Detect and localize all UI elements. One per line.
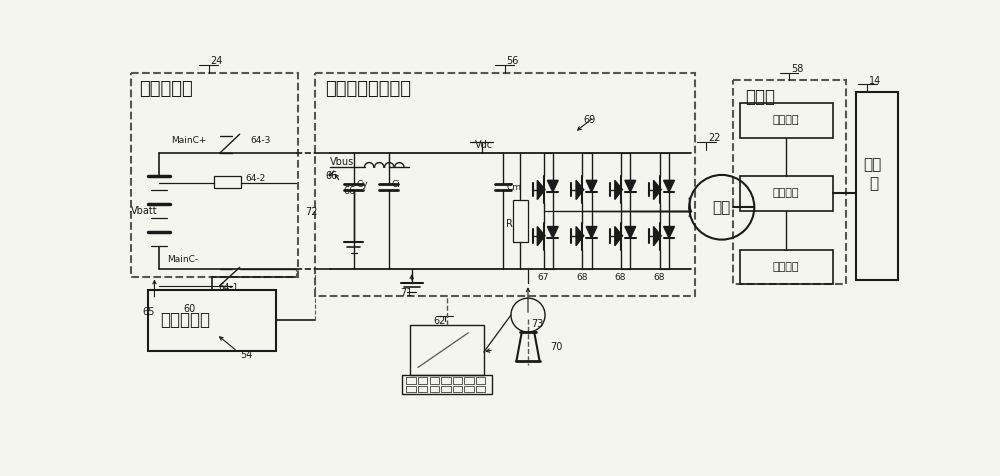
Text: 64-2: 64-2	[245, 174, 265, 183]
Text: Vdc: Vdc	[475, 139, 493, 149]
Text: Cy: Cy	[357, 180, 368, 189]
Bar	[441, 377, 450, 384]
Text: Vbatt: Vbatt	[131, 206, 158, 216]
Bar	[453, 386, 462, 392]
Polygon shape	[625, 227, 636, 238]
Polygon shape	[537, 227, 545, 246]
Text: 56: 56	[506, 56, 519, 66]
Bar	[131, 72, 298, 277]
Text: 环形齿轮: 环形齿轮	[773, 261, 799, 272]
Polygon shape	[547, 227, 558, 238]
Text: 65: 65	[142, 307, 154, 317]
Bar	[430, 386, 439, 392]
Text: 变速器: 变速器	[745, 88, 775, 106]
Text: Cm: Cm	[506, 183, 521, 192]
Text: 22: 22	[708, 133, 720, 143]
Text: 68: 68	[654, 273, 665, 282]
Bar	[441, 386, 450, 392]
Text: 71: 71	[400, 288, 413, 298]
Text: 外部能量源: 外部能量源	[160, 311, 210, 329]
Text: 24: 24	[210, 56, 223, 66]
Polygon shape	[537, 180, 545, 199]
Bar	[406, 386, 416, 392]
Bar	[464, 377, 474, 384]
Polygon shape	[615, 180, 623, 199]
Bar	[315, 72, 695, 296]
Text: 66: 66	[325, 171, 337, 181]
Text: 68: 68	[576, 273, 588, 282]
Text: 高压电池组: 高压电池组	[139, 80, 193, 98]
Text: 环形齿轮: 环形齿轮	[773, 115, 799, 125]
Bar	[740, 177, 833, 211]
Bar	[740, 103, 833, 138]
Text: 67: 67	[537, 273, 549, 282]
Polygon shape	[615, 227, 623, 246]
Bar	[733, 80, 846, 284]
Bar	[418, 386, 427, 392]
Polygon shape	[625, 180, 636, 192]
Text: 72: 72	[306, 207, 318, 217]
Text: Ci: Ci	[392, 180, 400, 189]
Text: MainC-: MainC-	[168, 255, 199, 264]
Text: 64-3: 64-3	[251, 137, 271, 146]
Bar	[476, 377, 485, 384]
Text: R: R	[506, 219, 513, 229]
Bar	[453, 377, 462, 384]
Text: 62: 62	[433, 316, 446, 326]
Bar	[464, 386, 474, 392]
Text: Vbus: Vbus	[330, 157, 355, 167]
Text: 60: 60	[183, 304, 195, 314]
Bar	[402, 375, 492, 395]
Polygon shape	[547, 180, 558, 192]
Text: 66: 66	[344, 187, 356, 197]
Bar	[148, 290, 276, 351]
Text: 73: 73	[531, 319, 543, 329]
Polygon shape	[586, 180, 597, 192]
Text: 发动: 发动	[863, 157, 881, 172]
Polygon shape	[654, 227, 661, 246]
Text: 机: 机	[869, 177, 878, 191]
Polygon shape	[576, 227, 584, 246]
Bar	[410, 325, 484, 375]
Text: 马达: 马达	[713, 200, 731, 215]
Text: 70: 70	[550, 342, 562, 352]
Text: 64-1: 64-1	[218, 283, 238, 292]
Bar	[476, 386, 485, 392]
Bar	[214, 177, 241, 188]
Polygon shape	[654, 180, 661, 199]
Bar	[418, 377, 427, 384]
Bar	[512, 199, 528, 242]
Bar	[430, 377, 439, 384]
Bar	[856, 92, 898, 280]
Text: MainC+: MainC+	[172, 137, 207, 146]
Bar	[740, 249, 833, 284]
Polygon shape	[664, 180, 674, 192]
Polygon shape	[586, 227, 597, 238]
Text: 68: 68	[615, 273, 626, 282]
Text: 14: 14	[869, 76, 881, 86]
Text: 逆变器系统控制器: 逆变器系统控制器	[325, 80, 411, 98]
Text: 54: 54	[240, 350, 252, 360]
Text: 69: 69	[584, 115, 596, 125]
Polygon shape	[576, 180, 584, 199]
Text: 58: 58	[791, 64, 803, 74]
Bar	[406, 377, 416, 384]
Polygon shape	[664, 227, 674, 238]
Text: 中心齿轮: 中心齿轮	[773, 188, 799, 198]
